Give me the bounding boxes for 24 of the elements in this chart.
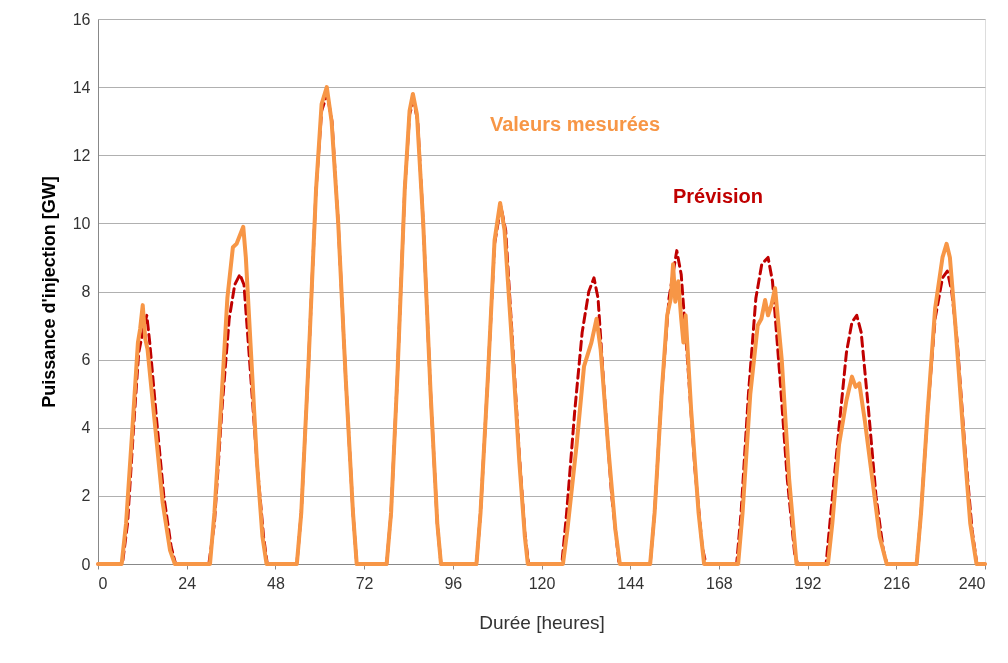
- y-tick-label: 4: [81, 419, 91, 437]
- x-axis-title: Durée [heures]: [479, 611, 605, 633]
- y-tick-label: 14: [72, 78, 91, 96]
- x-tick-label: 96: [444, 574, 463, 592]
- y-tick-label: 0: [81, 555, 91, 573]
- y-axis-title: Puissance d'injection [GW]: [38, 176, 59, 408]
- y-tick-label: 8: [81, 283, 91, 300]
- x-tick-label: 72: [355, 574, 374, 592]
- x-tick-label: 0: [98, 574, 108, 592]
- x-tick-label: 192: [794, 574, 822, 592]
- x-tick-label: 24: [178, 574, 197, 592]
- y-tick-label: 6: [81, 351, 91, 369]
- y-tick-label: 10: [72, 214, 91, 232]
- x-tick-label: 144: [617, 574, 645, 592]
- y-tick-label: 16: [72, 10, 91, 28]
- x-tick-label: 168: [706, 574, 733, 592]
- x-tick-label: 120: [528, 574, 556, 592]
- y-tick-label: 12: [72, 146, 91, 164]
- x-tick-label: 240: [958, 574, 986, 592]
- y-tick-label: 2: [81, 487, 91, 505]
- x-tick-label: 48: [267, 574, 285, 592]
- x-tick-label: 216: [883, 574, 911, 592]
- text: Valeurs mesurées: [489, 113, 661, 135]
- text: Prévision: [672, 185, 764, 207]
